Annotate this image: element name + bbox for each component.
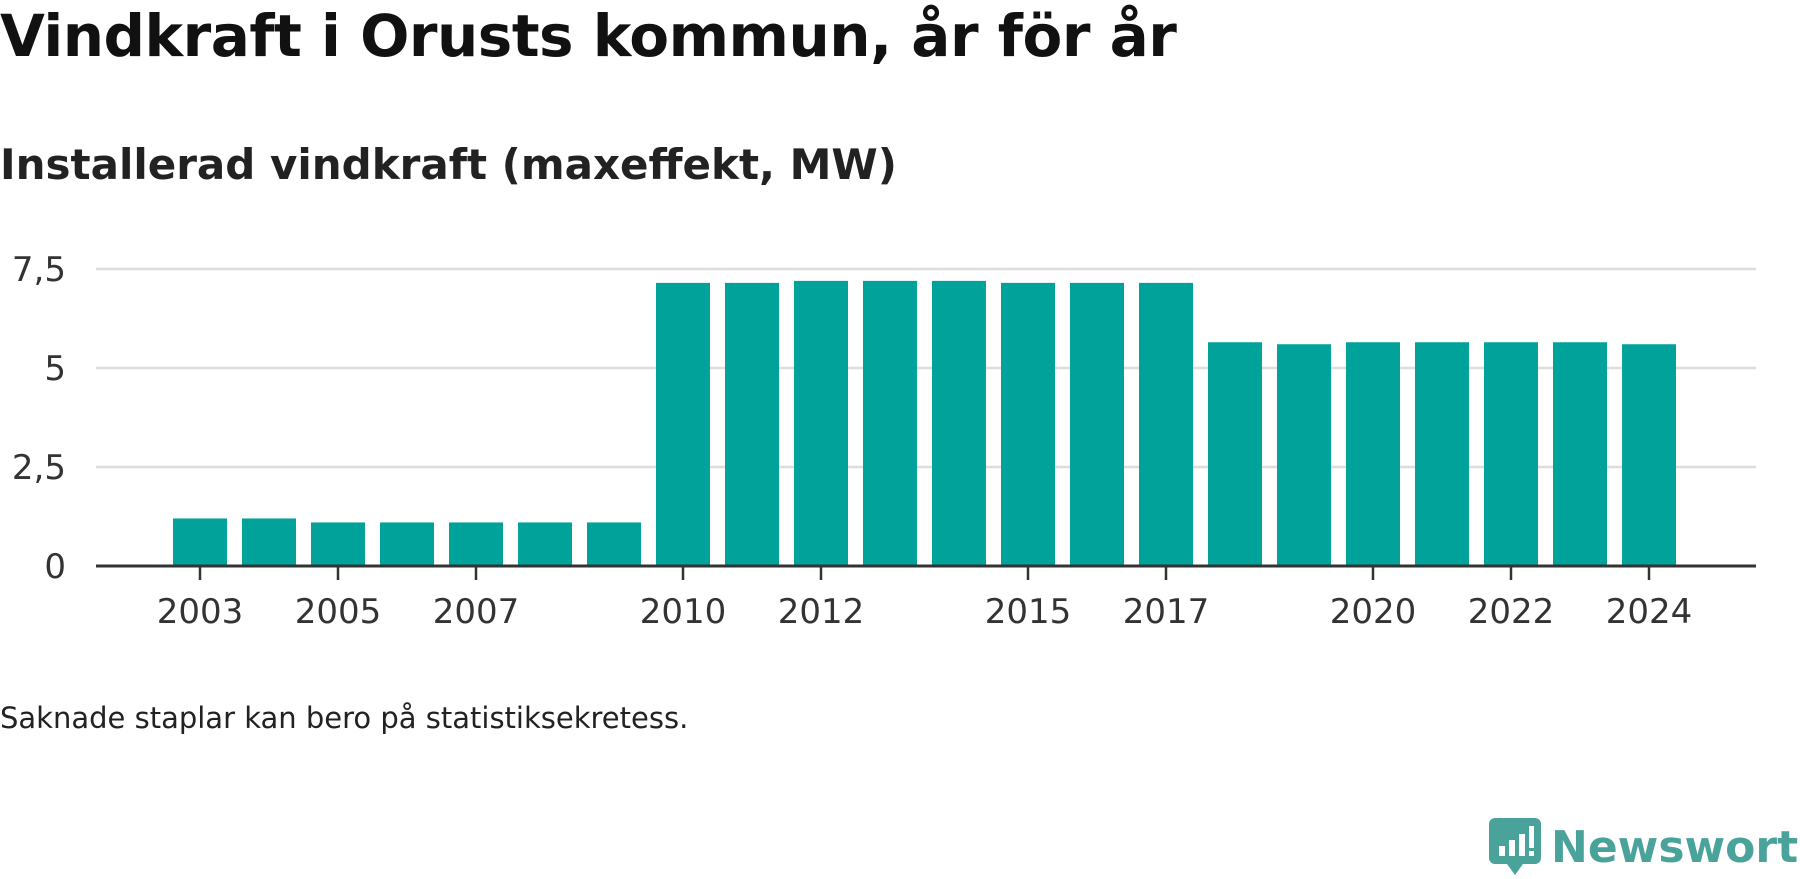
x-tick-label: 2007: [433, 592, 520, 632]
bar-2021: [1415, 342, 1469, 566]
y-tick-label: 7,5: [12, 250, 66, 290]
bar-2018: [1208, 342, 1262, 566]
bar-2006: [380, 522, 434, 566]
x-axis-ticks: 2003 2005 2007 2010 2012 2015 2017 2020 2022 2024: [157, 566, 1693, 632]
bar-2017: [1139, 282, 1193, 566]
y-tick-label: 0: [44, 547, 66, 587]
x-tick-label: 2005: [295, 592, 382, 632]
bar-2023: [1553, 342, 1607, 566]
bar-2014: [932, 280, 986, 566]
x-tick-label: 2010: [640, 592, 727, 632]
x-tick-label: 2012: [778, 592, 865, 632]
chart-subtitle: Installerad vindkraft (maxeffekt, MW): [0, 140, 897, 189]
footnote: Saknade staplar kan bero på statistiksek…: [0, 701, 689, 735]
y-tick-label: 5: [44, 349, 66, 389]
bar-2024: [1622, 344, 1676, 566]
x-tick-label: 2020: [1330, 592, 1417, 632]
bar-2019: [1277, 344, 1331, 566]
x-tick-label: 2017: [1123, 592, 1210, 632]
brand-logo: Newsworthy: [1489, 818, 1800, 876]
bar-2022: [1484, 342, 1538, 566]
bar-2016: [1070, 282, 1124, 566]
y-tick-label: 2,5: [12, 448, 66, 488]
bar-2009: [587, 522, 641, 566]
chart-title: Vindkraft i Orusts kommun, år för år: [0, 2, 1177, 70]
y-axis-tick-labels: 0 2,5 5 7,5: [12, 250, 66, 587]
bar-2013: [863, 280, 917, 566]
brand-name: Newsworthy: [1551, 821, 1800, 873]
gridlines: [96, 267, 1756, 469]
bar-2007: [449, 522, 503, 566]
x-tick-label: 2022: [1468, 592, 1555, 632]
bar-2011: [725, 282, 779, 566]
bars: [173, 280, 1676, 566]
bar-2015: [1001, 282, 1055, 566]
bar-2004: [242, 518, 296, 566]
bar-2020: [1346, 342, 1400, 566]
newsworthy-logo-icon: [1489, 818, 1541, 875]
bar-chart: 0 2,5 5 7,5 2003 2005 2007 2010 2012 2015 2017 202…: [12, 250, 1756, 632]
x-tick-label: 2024: [1606, 592, 1693, 632]
x-tick-label: 2003: [157, 592, 244, 632]
bar-2008: [518, 522, 572, 566]
bar-2012: [794, 280, 848, 566]
x-tick-label: 2015: [985, 592, 1072, 632]
bar-2010: [656, 282, 710, 566]
bar-2005: [311, 522, 365, 566]
bar-2003: [173, 518, 227, 566]
